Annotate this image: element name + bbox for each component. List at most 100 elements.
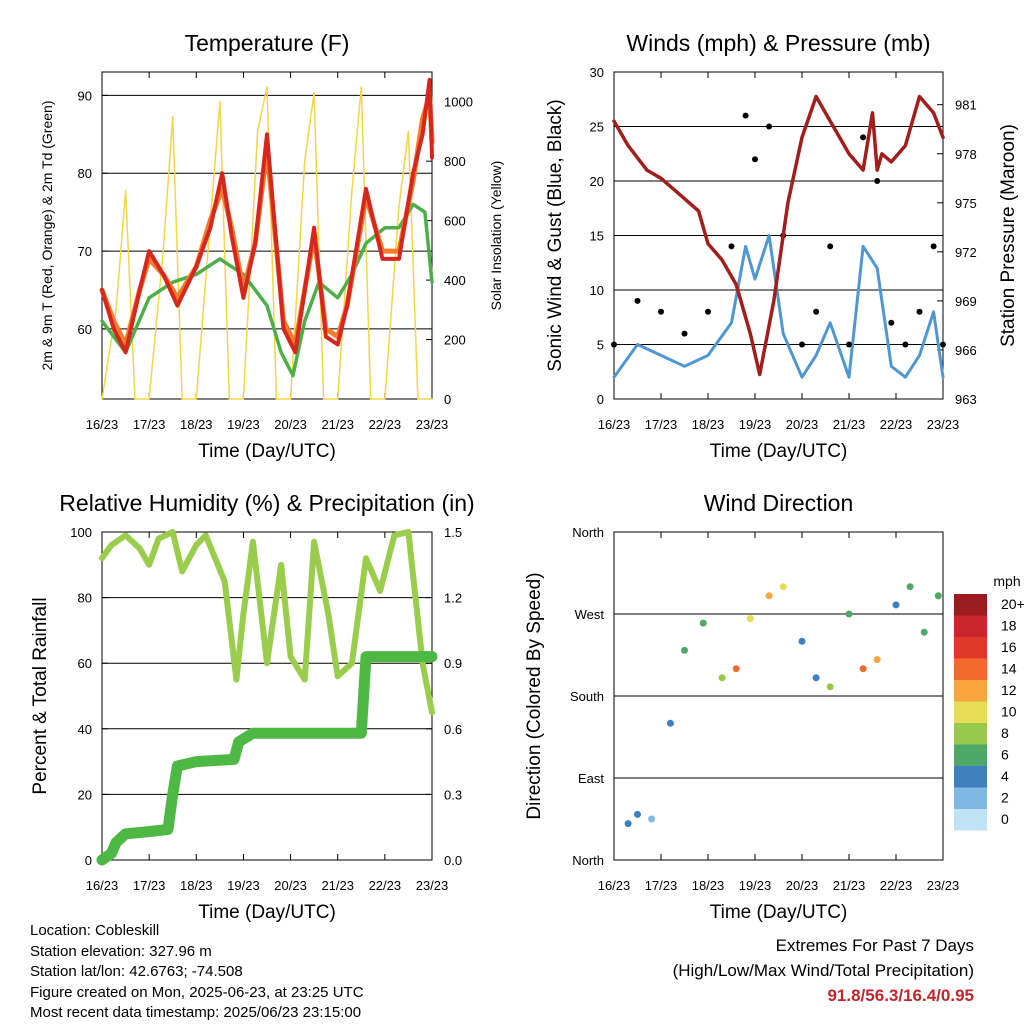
- station-info: Location: Cobleskill Station elevation: …: [30, 921, 364, 1024]
- y-right-tick-label: 1000: [444, 95, 473, 110]
- x-tick-label: 18/23: [180, 417, 213, 432]
- y-tick-label: 20: [78, 787, 92, 802]
- x-tick-label: 19/23: [739, 878, 772, 893]
- gust-point: [611, 341, 617, 348]
- gust-point: [681, 330, 688, 337]
- legend-label: 16: [1001, 639, 1017, 655]
- y-right-tick-label: 963: [955, 392, 977, 407]
- y-tick-label: 80: [78, 166, 92, 181]
- y-right-tick-label: 1.2: [444, 591, 462, 606]
- x-tick-label: 18/23: [692, 878, 725, 893]
- x-tick-label: 23/23: [927, 417, 960, 432]
- x-tick-label: 21/23: [321, 417, 354, 432]
- legend-label: 0: [1001, 811, 1009, 827]
- y-right-tick-label: 1.5: [444, 525, 462, 540]
- y-tick-label: North: [572, 853, 604, 868]
- x-tick-label: 16/23: [598, 417, 631, 432]
- extremes-title: Extremes For Past 7 Days: [775, 936, 974, 955]
- x-tick-label: 21/23: [833, 417, 866, 432]
- gust-point: [766, 123, 773, 130]
- gust-point: [930, 243, 937, 250]
- y-right-tick-label: 0.6: [444, 722, 462, 737]
- y-tick-label: 60: [78, 656, 92, 671]
- gust-point: [752, 156, 758, 163]
- x-tick-label: 16/23: [86, 878, 119, 893]
- x-tick-label: 22/23: [369, 878, 402, 893]
- direction-point: [812, 674, 820, 682]
- x-tick-label: 16/23: [598, 878, 631, 893]
- legend-label: 6: [1001, 747, 1009, 763]
- y-right-tick-label: 969: [955, 294, 977, 309]
- y-right-tick-label: 0: [444, 392, 451, 407]
- gust-point: [742, 112, 749, 119]
- gust-point: [799, 341, 805, 348]
- x-tick-label: 20/23: [786, 417, 819, 432]
- direction-point: [845, 610, 853, 618]
- y-axis-label: Percent & Total Rainfall: [30, 597, 51, 794]
- x-tick-label: 21/23: [833, 878, 866, 893]
- direction-point: [859, 665, 867, 673]
- x-tick-label: 18/23: [180, 878, 213, 893]
- x-tick-label: 16/23: [86, 417, 119, 432]
- legend-label: 12: [1001, 682, 1017, 698]
- direction-point: [634, 810, 641, 818]
- legend-label: 4: [1001, 768, 1009, 784]
- y-axis-label: Sonic Wind & Gust (Blue, Black): [545, 99, 566, 371]
- direction-point: [666, 719, 674, 727]
- chart-title: Winds (mph) & Pressure (mb): [626, 30, 930, 56]
- direction-point: [681, 646, 688, 654]
- y-tick-label: 0: [597, 392, 604, 407]
- legend-swatch: [954, 658, 987, 680]
- direction-point: [934, 592, 942, 600]
- legend-swatch: [954, 809, 987, 831]
- gust-point: [940, 341, 946, 348]
- gust-point: [728, 243, 735, 250]
- direction-point: [826, 683, 834, 691]
- latlon-text: Station lat/lon: 42.6763; -74.508: [30, 963, 243, 980]
- direction-point: [732, 665, 740, 673]
- y-tick-label: East: [578, 771, 604, 786]
- extremes-box: Extremes For Past 7 Days (High/Low/Max W…: [673, 933, 974, 1008]
- x-tick-label: 23/23: [927, 878, 960, 893]
- y-tick-label: 100: [70, 525, 92, 540]
- y-tick-label: 40: [78, 722, 92, 737]
- gust-point: [827, 243, 834, 250]
- dewpoint-2m-line: [100, 202, 434, 378]
- direction-point: [779, 583, 787, 591]
- x-tick-label: 17/23: [645, 878, 678, 893]
- x-tick-label: 17/23: [133, 417, 166, 432]
- gust-point: [634, 297, 641, 304]
- direction-point: [746, 615, 754, 623]
- legend-label: 18: [1001, 618, 1017, 634]
- legend-swatch: [954, 723, 987, 745]
- x-tick-label: 23/23: [416, 878, 449, 893]
- y-right-axis-label: Station Pressure (Maroon): [998, 124, 1019, 347]
- y-tick-label: 10: [590, 283, 604, 298]
- direction-point: [718, 674, 726, 682]
- legend-label: 2: [1001, 790, 1009, 806]
- gust-point: [860, 134, 867, 141]
- x-tick-label: 20/23: [786, 878, 819, 893]
- y-tick-label: 5: [597, 338, 604, 353]
- extremes-values: 91.8/56.3/16.4/0.95: [827, 986, 974, 1005]
- recent-data-text: Most recent data timestamp: 2025/06/23 2…: [30, 1004, 362, 1021]
- sonic-wind-line: [612, 234, 945, 379]
- y-tick-label: 30: [590, 65, 604, 80]
- gust-point: [874, 178, 881, 184]
- x-tick-label: 17/23: [133, 878, 166, 893]
- legend-swatch: [954, 766, 987, 788]
- y-tick-label: 80: [78, 591, 92, 606]
- solar-insolation-line: [101, 86, 433, 400]
- legend-label: 8: [1001, 725, 1009, 741]
- x-tick-label: 20/23: [274, 417, 307, 432]
- y-right-tick-label: 400: [444, 273, 466, 288]
- x-axis-label: Time (Day/UTC): [198, 441, 336, 462]
- x-axis-label: Time (Day/UTC): [710, 902, 848, 923]
- extremes-subtitle: (High/Low/Max Wind/Total Precipitation): [672, 961, 974, 980]
- legend-label: 20+: [1001, 596, 1024, 612]
- direction-point: [624, 820, 632, 828]
- precipitation-line: [96, 651, 438, 866]
- direction-point: [699, 619, 707, 627]
- chart-title: Relative Humidity (%) & Precipitation (i…: [59, 490, 474, 516]
